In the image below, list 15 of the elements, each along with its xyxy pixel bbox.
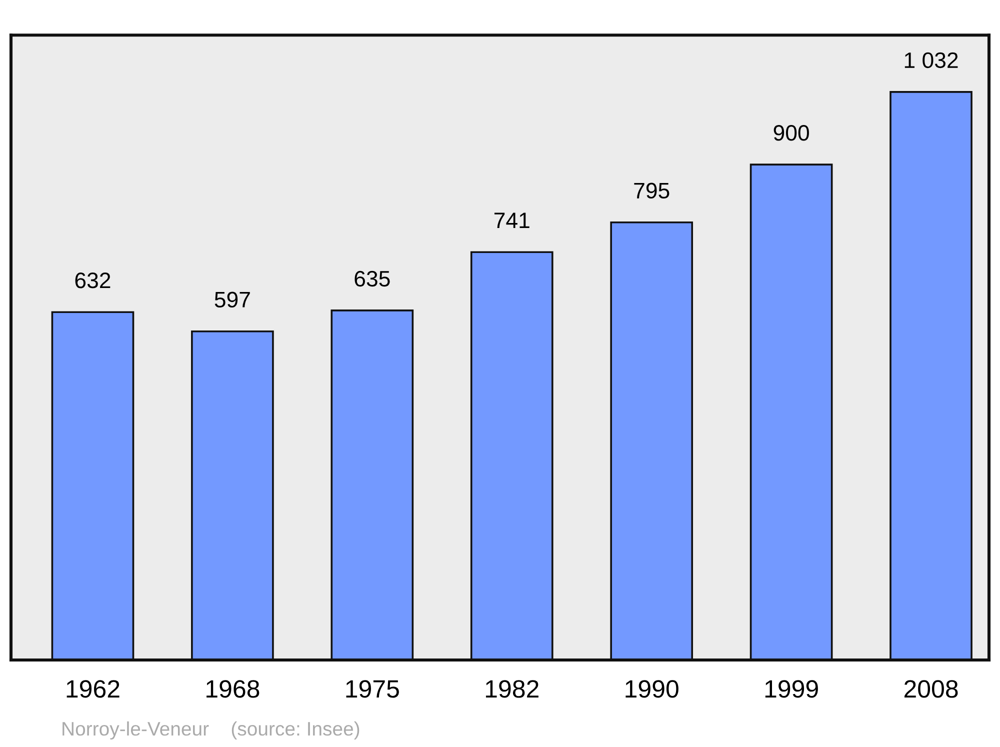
data-label: 597: [214, 292, 250, 308]
x-tick-label: 1990: [626, 680, 678, 698]
x-tick-label: 1962: [66, 680, 120, 698]
data-label: 632: [75, 272, 110, 288]
x-tick-label: 1982: [486, 680, 538, 698]
data-label: 635: [354, 270, 390, 287]
data-label: 741: [494, 212, 530, 228]
x-tick-label: 1999: [765, 680, 818, 698]
data-label: 900: [774, 125, 809, 141]
x-tick-label: 2008: [904, 680, 958, 698]
x-tick-label: 1968: [206, 680, 260, 698]
data-label: 795: [634, 182, 670, 199]
x-tick-label: 1975: [346, 680, 399, 698]
data-label: 1 032: [904, 52, 958, 68]
text: Norroy-le-Veneur (source: Insee): [62, 721, 360, 740]
